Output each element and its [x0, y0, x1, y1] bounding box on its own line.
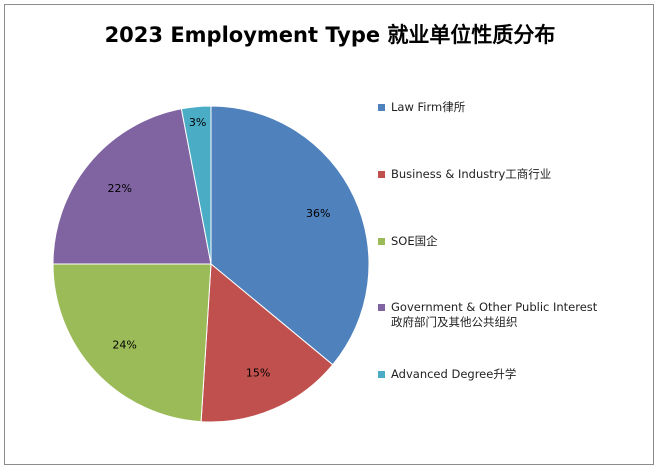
pie-slice-government-public-interest — [52, 108, 212, 265]
legend-swatch-law-firm — [378, 104, 385, 111]
legend-label-business-industry: Business & Industry工商行业 — [391, 167, 552, 181]
legend-label-advanced-degree: Advanced Degree升学 — [391, 367, 517, 381]
data-label-business-industry: 15% — [246, 366, 270, 379]
legend-swatch-soe — [378, 238, 385, 245]
data-label-soe: 24% — [112, 339, 136, 352]
pie-slice-soe — [52, 263, 212, 423]
legend-swatch-advanced-degree — [378, 371, 385, 378]
legend-label-soe: SOE国企 — [391, 234, 438, 248]
pie-slice-law-firm — [210, 105, 370, 366]
legend-swatch-business-industry — [378, 171, 385, 178]
pie-slice-advanced-degree — [180, 105, 212, 265]
data-label-government-public-interest: 22% — [107, 182, 131, 195]
chart-title: 2023 Employment Type 就业单位性质分布 — [104, 23, 556, 47]
legend-swatch-government-public-interest — [378, 304, 385, 311]
data-label-law-firm: 36% — [306, 207, 330, 220]
pie-slice-business-industry — [200, 262, 334, 423]
data-label-advanced-degree: 3% — [189, 116, 206, 129]
legend-label-government-public-interest: Government & Other Public Interest 政府部门及… — [391, 300, 598, 329]
legend-label-law-firm: Law Firm律所 — [391, 100, 466, 114]
